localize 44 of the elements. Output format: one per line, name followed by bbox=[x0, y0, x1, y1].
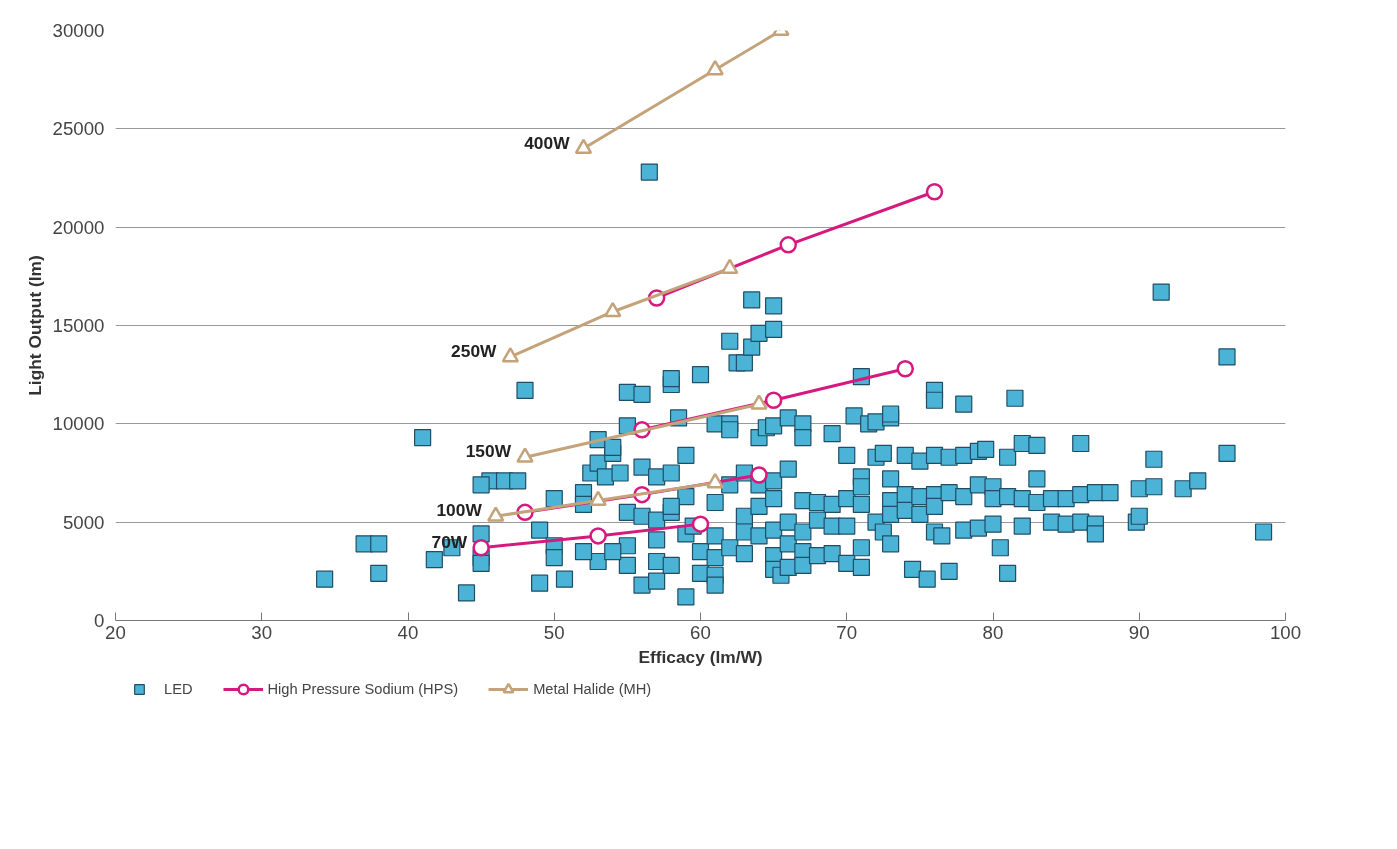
annotation: 400W bbox=[524, 132, 571, 153]
point bbox=[516, 447, 534, 463]
point bbox=[691, 515, 710, 533]
point bbox=[779, 236, 797, 254]
point bbox=[604, 301, 622, 318]
legend-label: Metal Halide (MH) bbox=[533, 681, 652, 697]
point bbox=[721, 258, 739, 275]
annotation: 150W bbox=[465, 441, 512, 462]
x-axis-title: Efficacy (lm/W) bbox=[638, 646, 763, 667]
y-tick-label: 10000 bbox=[52, 413, 105, 435]
x-tick-label: 30 bbox=[251, 621, 273, 643]
x-tick-label: 100 bbox=[1269, 621, 1302, 643]
annotation: 250W bbox=[451, 340, 498, 361]
y-tick-label: 0 bbox=[94, 610, 105, 631]
point bbox=[925, 183, 944, 201]
point bbox=[896, 360, 914, 378]
legend-label: High Pressure Sodium (HPS) bbox=[267, 681, 459, 697]
x-tick-label: 50 bbox=[543, 621, 565, 643]
y-tick-label: 5000 bbox=[63, 511, 105, 533]
legend-label: LED bbox=[164, 681, 193, 697]
point bbox=[574, 138, 593, 155]
x-tick-label: 90 bbox=[1128, 621, 1150, 643]
y-axis-title: Light Output (lm) bbox=[24, 255, 45, 396]
point bbox=[589, 490, 607, 507]
point bbox=[487, 506, 505, 522]
y-tick-label: 15000 bbox=[52, 315, 105, 336]
y-tick-label: 25000 bbox=[52, 118, 105, 140]
point bbox=[764, 391, 783, 409]
point bbox=[706, 472, 724, 489]
point bbox=[750, 394, 768, 410]
annotation: 100W bbox=[436, 500, 483, 521]
point bbox=[501, 347, 520, 363]
y-tick-label: 30000 bbox=[52, 20, 105, 41]
x-tick-label: 20 bbox=[105, 621, 126, 643]
point bbox=[706, 59, 724, 76]
point bbox=[750, 466, 768, 484]
x-tick-label: 80 bbox=[982, 621, 1004, 643]
point bbox=[589, 527, 607, 545]
x-tick-label: 70 bbox=[836, 621, 858, 643]
annotation: 70W bbox=[431, 531, 468, 552]
point bbox=[472, 539, 490, 557]
x-tick-label: 60 bbox=[690, 621, 711, 643]
x-tick-label: 40 bbox=[397, 621, 419, 643]
y-tick-label: 20000 bbox=[52, 216, 105, 238]
